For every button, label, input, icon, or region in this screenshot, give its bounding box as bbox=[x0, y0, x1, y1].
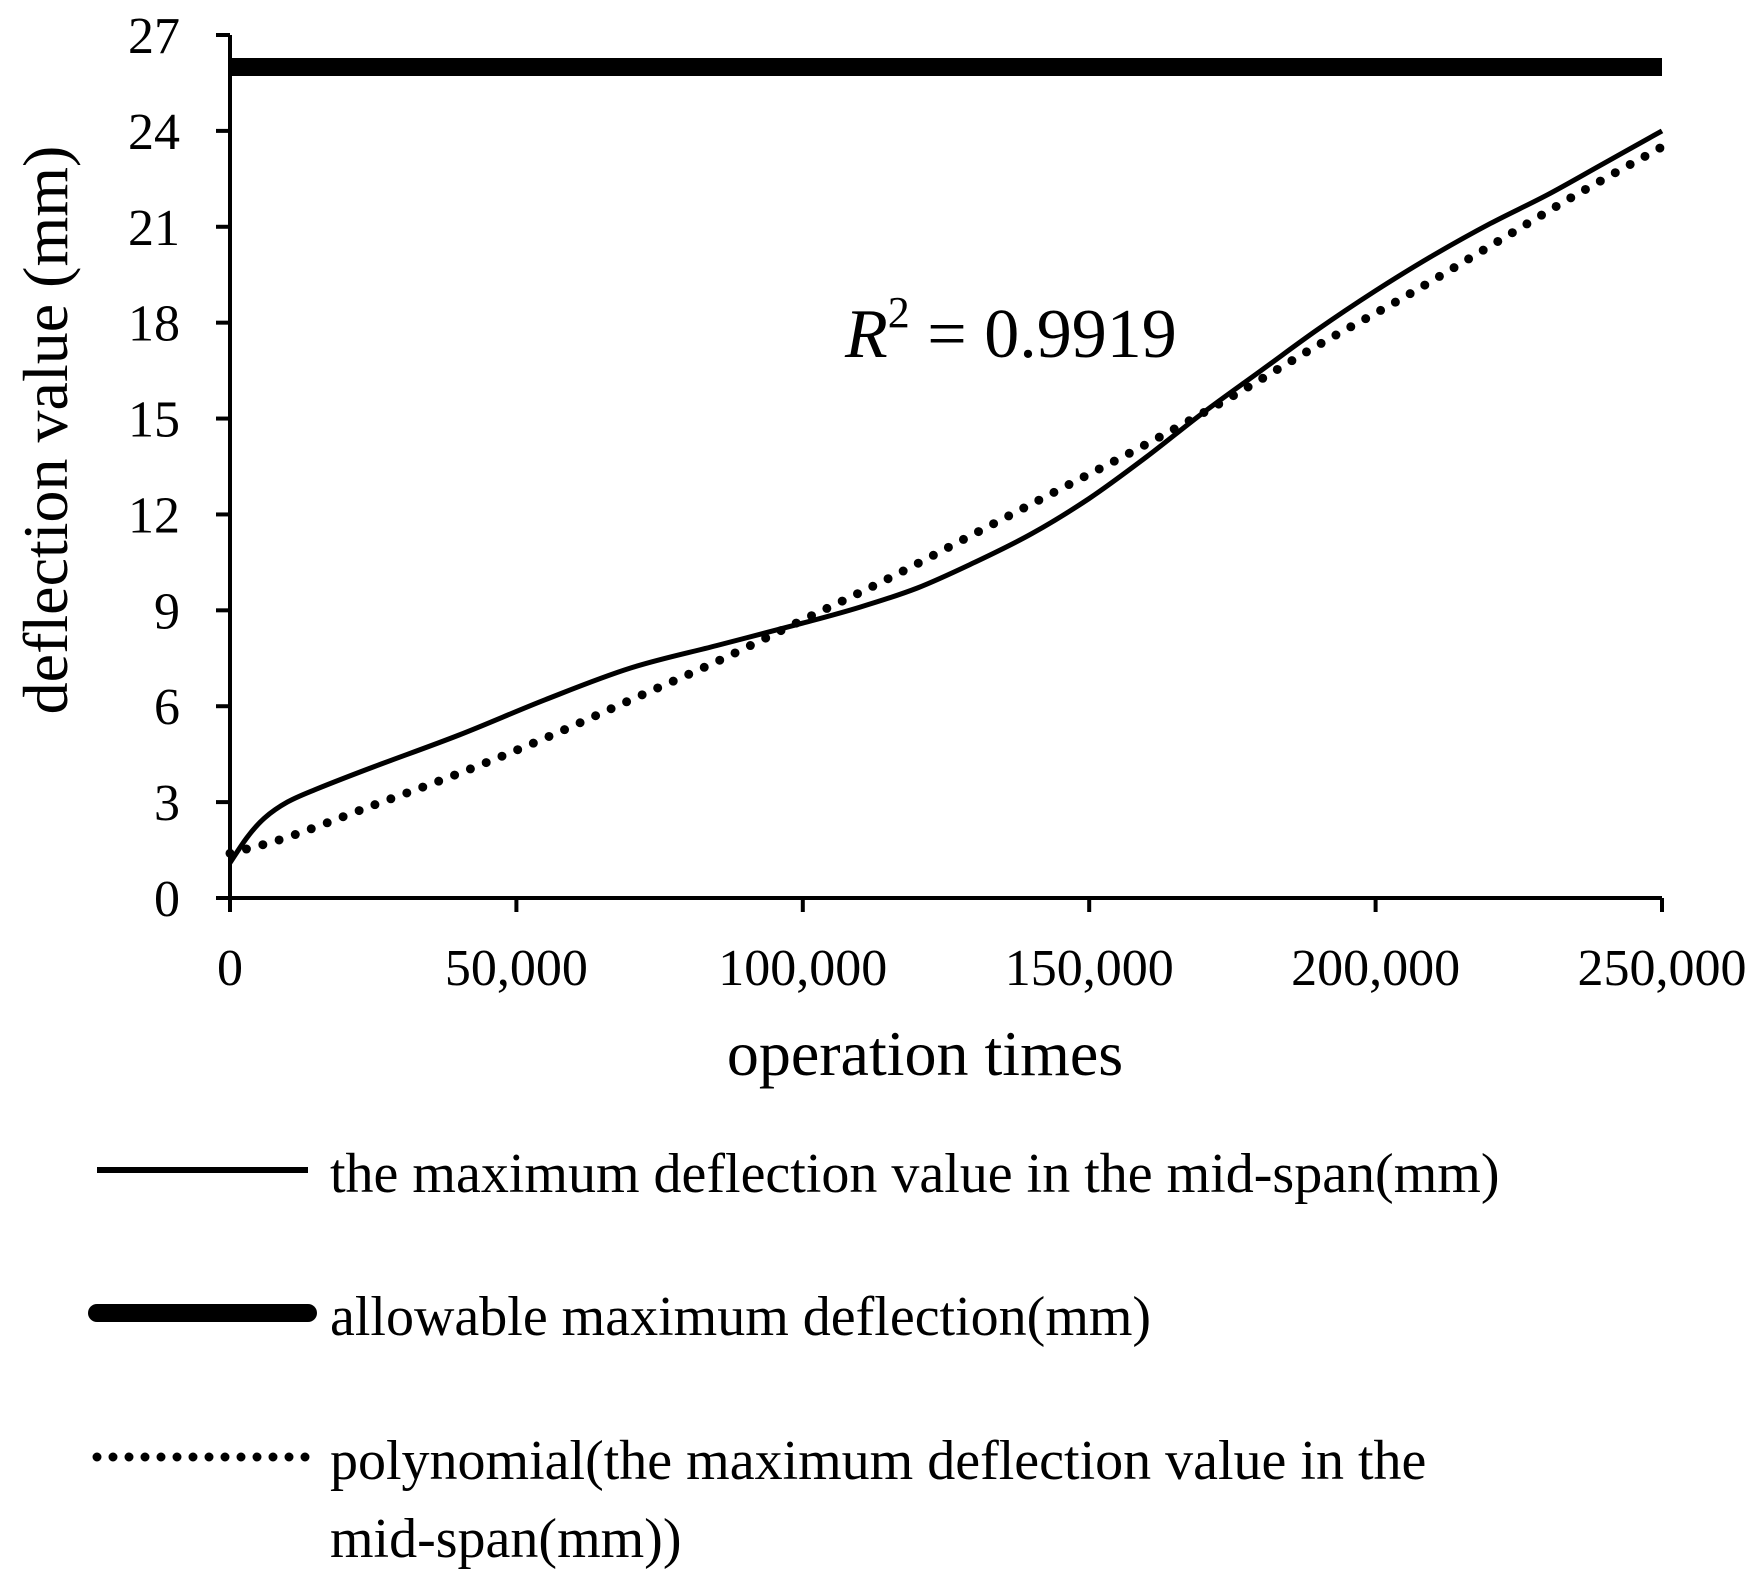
y-tick-label: 27 bbox=[128, 8, 180, 65]
y-tick-label: 0 bbox=[154, 871, 180, 928]
x-tick-label: 250,000 bbox=[1578, 940, 1747, 997]
series-layer bbox=[225, 57, 1667, 865]
y-tick-label: 9 bbox=[154, 583, 180, 640]
r-squared-symbol: R bbox=[844, 296, 888, 373]
y-tick-label: 15 bbox=[128, 392, 180, 449]
y-tick-label: 3 bbox=[154, 775, 180, 832]
legend-label-allowable: allowable maximum deflection(mm) bbox=[330, 1286, 1151, 1348]
y-tick-label: 12 bbox=[128, 487, 180, 544]
r-squared-superscript: 2 bbox=[888, 288, 910, 337]
y-tick-label: 24 bbox=[128, 104, 180, 161]
legend: the maximum deflection value in the mid-… bbox=[88, 1143, 1499, 1570]
legend-label-measured: the maximum deflection value in the mid-… bbox=[330, 1143, 1499, 1205]
polynomial-fit-line bbox=[225, 142, 1667, 858]
legend-label-polynomial-line2: mid-span(mm)) bbox=[330, 1508, 681, 1570]
r-squared-annotation: R2 = 0.9919 bbox=[844, 288, 1177, 373]
x-tick-label: 50,000 bbox=[445, 940, 588, 997]
legend-label-polynomial-line1: polynomial(the maximum deflection value … bbox=[330, 1430, 1426, 1492]
measured-deflection-line bbox=[227, 128, 1664, 865]
y-axis-ticks: 0 3 6 9 12 15 18 21 24 27 bbox=[128, 8, 230, 928]
x-axis-ticks: 0 50,000 100,000 150,000 200,000 250,000 bbox=[217, 898, 1747, 997]
x-tick-label: 0 bbox=[217, 940, 243, 997]
x-tick-label: 150,000 bbox=[1005, 940, 1174, 997]
y-tick-label: 6 bbox=[154, 679, 180, 736]
y-axis-title: deflection value (mm) bbox=[10, 146, 81, 715]
y-tick-label: 18 bbox=[128, 296, 180, 353]
x-axis-title: operation times bbox=[727, 1018, 1123, 1089]
r-squared-value: = 0.9919 bbox=[910, 296, 1177, 373]
y-tick-label: 21 bbox=[128, 200, 180, 257]
x-tick-label: 200,000 bbox=[1291, 940, 1460, 997]
x-tick-label: 100,000 bbox=[718, 940, 887, 997]
